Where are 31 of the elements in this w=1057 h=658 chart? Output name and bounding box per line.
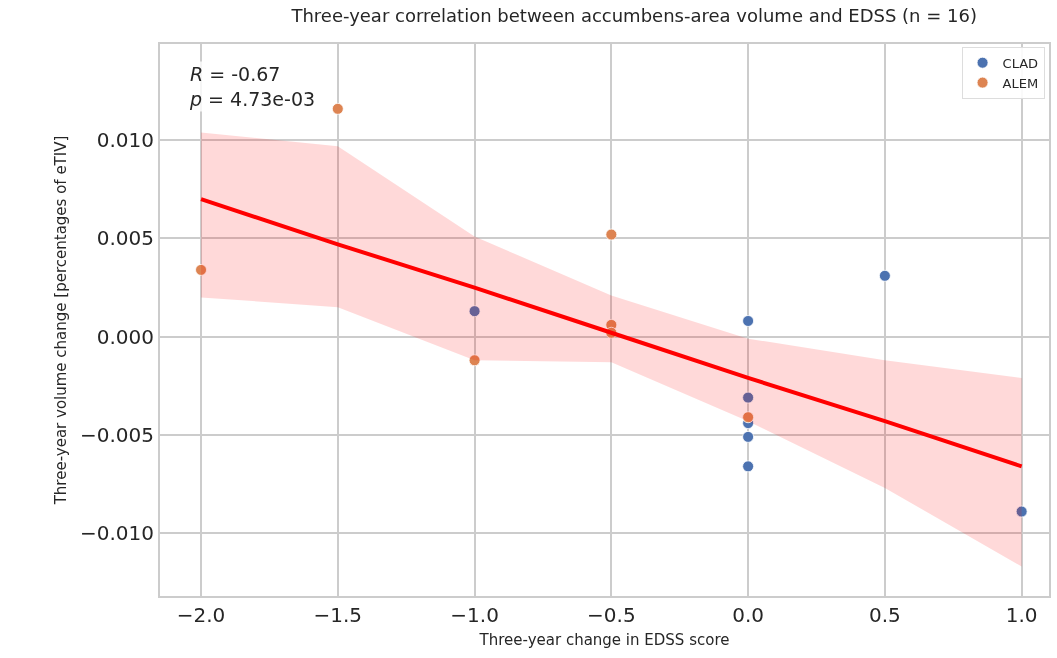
x-tick-label: −0.5 (587, 603, 636, 627)
y-tick-label: −0.010 (79, 521, 154, 546)
line-series (199, 197, 1024, 469)
x-axis-title: Three-year change in EDSS score (478, 630, 730, 649)
point (742, 460, 755, 473)
point (742, 411, 755, 424)
point (742, 391, 755, 404)
point (742, 315, 755, 327)
point (468, 305, 481, 318)
point (1015, 505, 1028, 518)
point (742, 430, 755, 443)
x-tick-label: −1.0 (450, 603, 499, 627)
point (331, 102, 344, 115)
y-axis-title: Three-year volume change [percentages of eTIV] (51, 135, 70, 506)
y-tick-label: 0.010 (96, 128, 154, 153)
y-tick-label: −0.005 (79, 422, 154, 447)
x-tick-label: −1.5 (313, 603, 363, 627)
point (878, 269, 891, 282)
point (468, 354, 481, 367)
x-tick-label: −2.0 (176, 603, 226, 627)
x-tick-label: 1.0 (1005, 603, 1038, 627)
legend-label: ALEM (1002, 75, 1039, 91)
x-tick-label: 0.0 (732, 603, 765, 627)
annotation: R = -0.67 p = 4.73e-03 (189, 63, 316, 110)
y-tick-label: 0.005 (96, 226, 154, 251)
y-tick-label: 0.000 (96, 324, 154, 349)
point (605, 228, 618, 241)
x-tick-label: 0.5 (868, 603, 901, 627)
chart-title: Three-year correlation between accumbens-area volume and EDSS (n = 16) (290, 5, 977, 27)
point (195, 264, 207, 276)
legend-label: CLAD (1002, 55, 1039, 71)
